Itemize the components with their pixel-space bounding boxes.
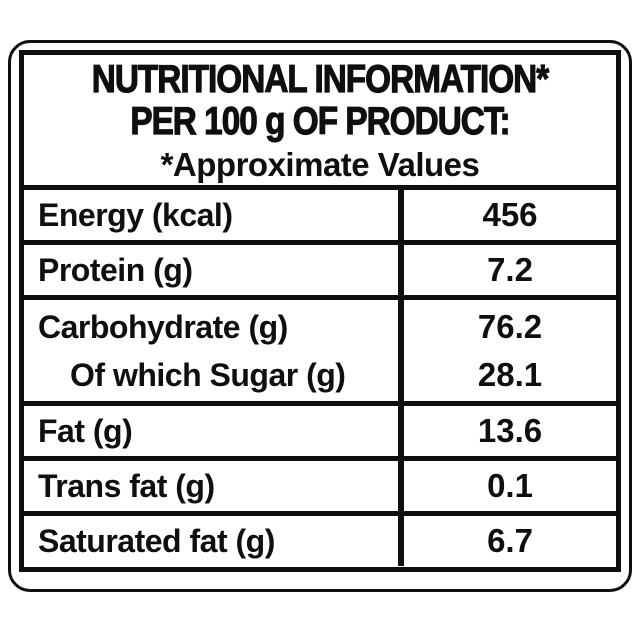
nutrient-value-text: 13.6 bbox=[477, 412, 543, 449]
nutrient-name-text: Fat (g) bbox=[38, 413, 133, 449]
nutrient-name-text: Protein (g) bbox=[38, 252, 193, 288]
nutrient-name: Protein (g) bbox=[24, 245, 398, 295]
nutrient-name-text: Trans fat (g) bbox=[38, 468, 215, 504]
nutrient-value: 0.1 bbox=[398, 461, 616, 511]
nutrient-value: 13.6 bbox=[398, 406, 616, 456]
table-header: NUTRITIONAL INFORMATION* PER 100 g OF PR… bbox=[24, 55, 616, 185]
nutrient-row-trans-fat: Trans fat (g) 0.1 bbox=[24, 456, 616, 511]
title-line-1: NUTRITIONAL INFORMATION* bbox=[91, 57, 549, 102]
nutrient-value: 7.2 bbox=[398, 245, 616, 295]
nutrient-row-energy: Energy (kcal) 456 bbox=[24, 185, 616, 240]
nutrient-name: Trans fat (g) bbox=[24, 461, 398, 511]
nutrient-value-text: 456 bbox=[482, 196, 538, 233]
nutrient-name: Carbohydrate (g) Of which Sugar (g) bbox=[24, 300, 398, 401]
nutrient-value-text: 0.1 bbox=[487, 467, 533, 504]
nutrient-row-fat: Fat (g) 13.6 bbox=[24, 401, 616, 456]
sub-nutrient-value-text: 28.1 bbox=[477, 355, 543, 393]
title-block: NUTRITIONAL INFORMATION* PER 100 g OF PR… bbox=[30, 57, 610, 144]
nutrient-name: Fat (g) bbox=[24, 406, 398, 456]
nutrient-value-text: 7.2 bbox=[487, 251, 533, 288]
nutrient-name-text: Saturated fat (g) bbox=[38, 523, 275, 559]
nutrient-value-text: 6.7 bbox=[487, 522, 533, 559]
nutrient-name-text: Carbohydrate (g) bbox=[38, 308, 288, 345]
nutrient-name: Saturated fat (g) bbox=[24, 516, 398, 566]
nutrient-value: 456 bbox=[398, 190, 616, 240]
nutrient-row-protein: Protein (g) 7.2 bbox=[24, 240, 616, 295]
nutrient-row-carbohydrate: Carbohydrate (g) Of which Sugar (g) 76.2… bbox=[24, 295, 616, 401]
approximate-values-note: *Approximate Values bbox=[160, 146, 480, 183]
nutrient-value: 76.2 28.1 bbox=[398, 300, 616, 401]
nutrient-value-text: 76.2 bbox=[477, 307, 543, 345]
sub-nutrient-name-text: Of which Sugar (g) bbox=[70, 356, 346, 393]
title-line-2: PER 100 g OF PRODUCT: bbox=[130, 100, 511, 144]
nutrient-name-text: Energy (kcal) bbox=[38, 197, 233, 233]
nutrient-value: 6.7 bbox=[398, 516, 616, 566]
label-plate: NUTRITIONAL INFORMATION* PER 100 g OF PR… bbox=[8, 40, 632, 592]
nutrient-name: Energy (kcal) bbox=[24, 190, 398, 240]
nutrient-row-saturated-fat: Saturated fat (g) 6.7 bbox=[24, 511, 616, 566]
nutrition-table: NUTRITIONAL INFORMATION* PER 100 g OF PR… bbox=[19, 50, 621, 572]
